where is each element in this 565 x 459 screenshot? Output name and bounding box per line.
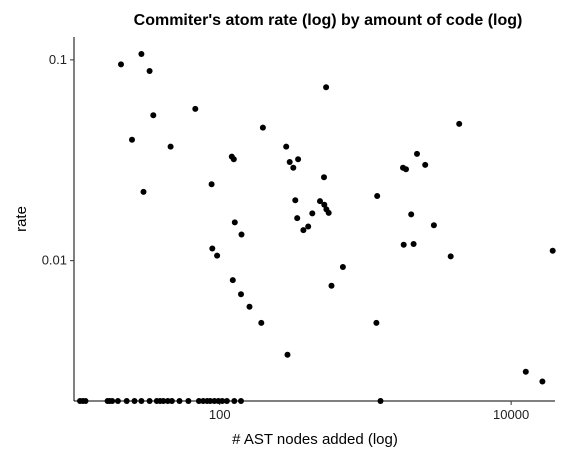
data-point — [209, 245, 216, 252]
data-point — [300, 227, 307, 234]
data-point — [223, 398, 230, 404]
data-point — [286, 159, 293, 165]
data-point — [317, 198, 323, 205]
data-point — [176, 398, 183, 404]
x-tick-label: 100 — [209, 407, 231, 422]
data-point — [328, 282, 335, 289]
plot-area: 100 10000 0.01 0.1 — [42, 37, 556, 422]
data-point — [321, 174, 327, 181]
data-point — [129, 136, 135, 143]
data-point — [131, 398, 138, 404]
data-point — [294, 215, 301, 222]
data-point — [321, 201, 328, 208]
data-point — [522, 368, 529, 375]
data-point — [283, 143, 290, 150]
data-point — [231, 398, 238, 404]
data-point — [259, 124, 266, 131]
x-tick-label: 10000 — [493, 407, 529, 422]
data-point — [123, 398, 130, 404]
data-point — [208, 181, 215, 188]
data-point — [414, 150, 420, 157]
data-point — [167, 143, 174, 150]
data-point — [238, 231, 245, 238]
data-point — [114, 398, 121, 404]
data-point — [146, 398, 153, 404]
data-point — [109, 398, 116, 404]
data-point — [408, 211, 415, 218]
data-point — [168, 398, 175, 404]
ticks-layer: 100 10000 0.01 0.1 — [42, 52, 530, 422]
data-point — [238, 398, 244, 404]
data-point — [339, 264, 346, 270]
data-point — [403, 166, 409, 173]
data-point — [305, 223, 312, 230]
data-point — [207, 398, 214, 404]
points-layer — [77, 51, 556, 404]
data-point — [140, 188, 147, 195]
data-point — [325, 209, 332, 216]
data-point — [447, 253, 454, 260]
data-point — [295, 156, 302, 163]
data-point — [150, 112, 157, 119]
data-point — [400, 241, 407, 248]
data-point — [231, 219, 238, 226]
data-point — [229, 277, 236, 284]
data-point — [373, 319, 380, 326]
data-point — [195, 398, 202, 404]
data-point — [430, 222, 437, 229]
data-point — [82, 398, 89, 404]
data-point — [323, 84, 330, 91]
data-point — [284, 351, 291, 358]
data-point — [290, 164, 297, 171]
data-point — [410, 241, 417, 247]
data-point — [230, 156, 237, 163]
data-point — [377, 398, 384, 404]
data-point — [374, 193, 381, 199]
chart-title: Commiter's atom rate (log) by amount of … — [134, 12, 523, 29]
y-tick-label: 0.1 — [49, 52, 67, 67]
data-point — [258, 319, 265, 326]
data-point — [214, 252, 221, 259]
data-point — [138, 398, 145, 404]
data-point — [456, 120, 463, 127]
data-point — [118, 61, 124, 68]
data-point — [185, 398, 192, 404]
data-point — [292, 197, 299, 204]
data-point — [192, 105, 199, 112]
y-tick-label: 0.01 — [42, 253, 67, 268]
data-point — [422, 161, 429, 168]
data-point — [146, 68, 153, 74]
data-point — [238, 291, 244, 298]
y-axis-title: rate — [13, 206, 30, 232]
data-point — [219, 398, 226, 404]
data-point — [164, 398, 171, 404]
data-point — [160, 398, 167, 404]
data-point — [549, 247, 556, 254]
data-point — [539, 378, 546, 385]
x-axis-title: # AST nodes added (log) — [232, 431, 398, 448]
data-point — [309, 210, 316, 217]
data-point — [138, 51, 145, 57]
data-point — [246, 303, 253, 310]
